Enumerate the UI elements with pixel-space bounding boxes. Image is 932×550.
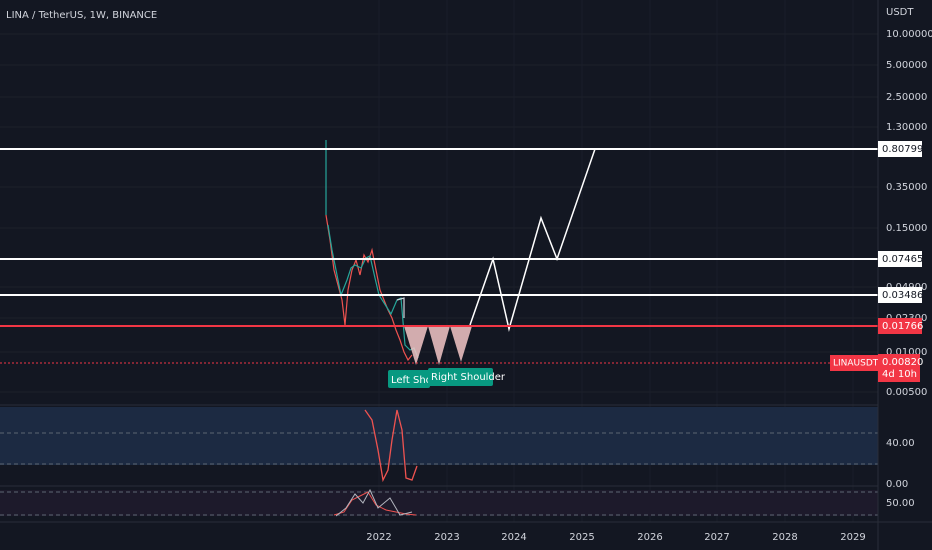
- price-tick: 1.30000: [886, 122, 927, 133]
- price-tick: 5.00000: [886, 60, 927, 71]
- chart-title: LINA / TetherUS, 1W, BINANCE: [6, 10, 157, 21]
- currency: USDT: [886, 7, 914, 18]
- time-tick: 2026: [637, 532, 662, 543]
- symbol-name: LINAUSDT: [833, 359, 879, 369]
- level-label: 0.03486: [882, 290, 923, 301]
- level-box: [878, 251, 922, 267]
- panel2-band: [0, 490, 878, 516]
- level-label: 0.01766: [882, 321, 923, 332]
- price-axis: 10.00000 5.00000 2.50000 1.30000 0.35000 0.15…: [878, 29, 932, 509]
- price-tick: 10.00000: [886, 29, 932, 40]
- level-box: [878, 141, 922, 157]
- price-box: [878, 354, 920, 382]
- projection-path: [469, 148, 596, 332]
- indicator-tick: 50.00: [886, 498, 915, 509]
- time-tick: 2029: [840, 532, 865, 543]
- annotation: Left Sho: [391, 375, 432, 386]
- annotation-box: [388, 370, 430, 388]
- time-tick: 2022: [366, 532, 391, 543]
- indicator-line: [335, 488, 413, 517]
- rsi-band: [0, 407, 878, 465]
- annotation-box: [428, 368, 493, 386]
- level-box: [878, 318, 922, 334]
- last-price: 0.00820: [882, 357, 923, 368]
- symbol-box: [830, 355, 878, 371]
- price-tick: 0.01000: [886, 347, 927, 358]
- time-tick: 2025: [569, 532, 594, 543]
- time-tick: 2028: [772, 532, 797, 543]
- time-tick: 2024: [501, 532, 526, 543]
- time-tick: 2027: [704, 532, 729, 543]
- head-shoulders-pattern: [404, 326, 472, 365]
- annotation: Right Shoulder: [431, 372, 506, 383]
- price-tick: 0.35000: [886, 182, 927, 193]
- level-label: 0.80799: [882, 144, 923, 155]
- price-tick: 0.00500: [886, 387, 927, 398]
- price-tick: 2.50000: [886, 92, 927, 103]
- indicator-line: [364, 409, 418, 483]
- indicator-tick: 0.00: [886, 479, 908, 490]
- level-box: [878, 287, 922, 303]
- level-label: 0.07465: [882, 254, 923, 265]
- countdown: 4d 10h: [882, 369, 917, 380]
- indicator-line: [333, 491, 417, 516]
- indicator-tick: 40.00: [886, 438, 915, 449]
- time-tick: 2023: [434, 532, 459, 543]
- price-tick: 0.15000: [886, 223, 927, 234]
